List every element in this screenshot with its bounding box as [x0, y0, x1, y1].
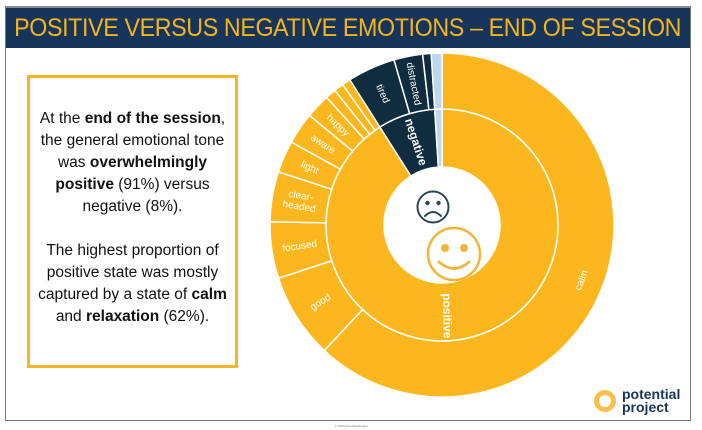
- summary-paragraph-2: The highest proportion of positive state…: [38, 240, 227, 328]
- logo-line-1: potential: [622, 386, 681, 402]
- outer-ring: [269, 52, 615, 398]
- slide-title: POSITIVE VERSUS NEGATIVE EMOTIONS – END …: [14, 13, 682, 42]
- outer-slice-minor-13: [430, 52, 443, 111]
- emphasis-text: calm: [191, 286, 227, 303]
- emphasis-text: end of the session: [84, 110, 221, 127]
- sad-face-icon: [416, 190, 450, 224]
- body-text: (62%).: [159, 308, 210, 325]
- inner-label-positive: positive: [440, 293, 455, 339]
- logo-text: potential project: [622, 386, 681, 415]
- body-text: At the: [39, 110, 85, 127]
- body-text: and: [55, 308, 86, 325]
- potential-project-logo: potential project: [594, 386, 681, 415]
- footer-copyright: © 20XX Potential Project: [334, 424, 368, 428]
- logo-line-2: project: [622, 399, 669, 415]
- outer-label-clear-headed: clear-headed: [282, 188, 319, 215]
- body-text: , the general emotional tone was: [40, 110, 226, 171]
- happy-face-icon: [426, 226, 482, 282]
- emphasis-text: relaxation: [85, 308, 160, 325]
- chart-center-hole: [384, 167, 500, 283]
- body-text: The highest proportion of positive state…: [38, 242, 219, 303]
- summary-paragraph-1: At the end of the session, the general e…: [38, 108, 227, 218]
- outer-label-focused: focused: [281, 238, 317, 254]
- logo-ring-icon: [594, 390, 616, 412]
- summary-box: At the end of the session, the general e…: [27, 75, 238, 368]
- title-bar: POSITIVE VERSUS NEGATIVE EMOTIONS – END …: [6, 8, 690, 48]
- emphasis-text: overwhelmingly positive: [55, 154, 208, 193]
- body-text: (91%) versus negative (8%).: [82, 176, 210, 215]
- outer-slice-calm: [323, 52, 615, 398]
